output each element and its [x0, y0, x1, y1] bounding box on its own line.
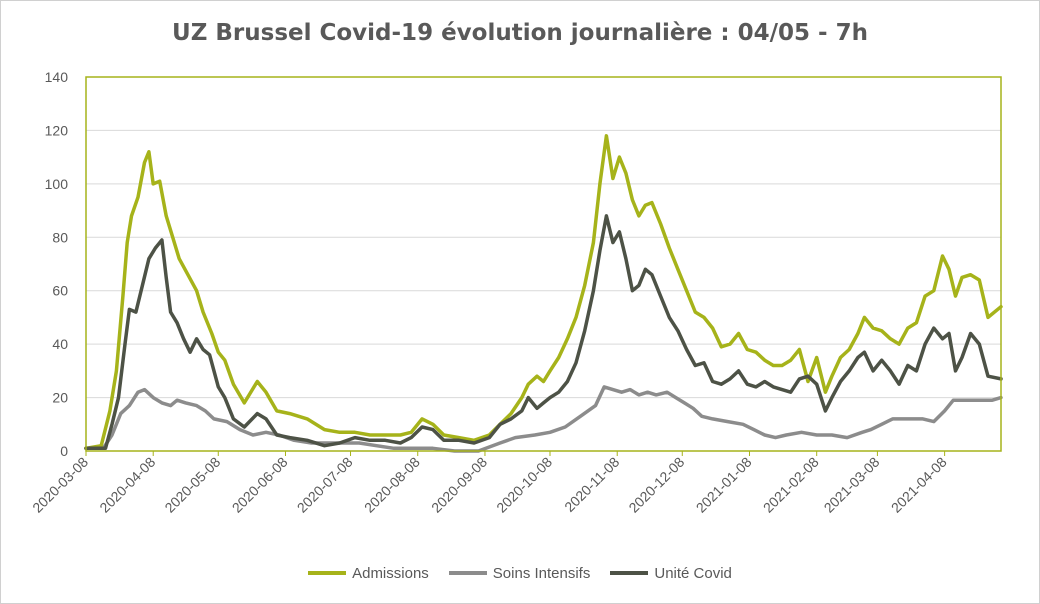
x-tick-label: 2020-11-08	[561, 454, 622, 515]
legend-label: Unité Covid	[654, 564, 732, 582]
y-tick-label: 60	[52, 283, 68, 299]
series-line-unite-covid	[84, 214, 1003, 451]
x-tick-label: 2021-04-08	[888, 454, 950, 516]
y-tick-label: 140	[45, 69, 69, 85]
x-tick-label: 2020-08-08	[361, 454, 423, 516]
legend-label: Admissions	[352, 564, 429, 582]
legend-swatch	[610, 571, 649, 575]
x-tick-label: 2020-10-08	[493, 454, 555, 516]
series-line-admissions	[84, 134, 1003, 451]
series-lines	[84, 134, 1003, 453]
y-tick-label: 0	[60, 443, 68, 459]
gridlines	[86, 76, 1001, 452]
legend: Admissions Soins Intensifs Unité Covid	[0, 562, 1040, 582]
x-tick-label: 2020-05-08	[161, 454, 223, 516]
chart-title: UZ Brussel Covid-19 évolution journalièr…	[172, 20, 868, 46]
x-tick-label: 2021-01-08	[693, 454, 755, 516]
x-tick-label: 2021-02-08	[760, 454, 822, 516]
legend-item: Soins Intensifs	[448, 564, 591, 582]
x-tick-label: 2021-03-08	[821, 454, 883, 516]
legend-item: Admissions	[308, 565, 429, 582]
legend-swatch	[308, 571, 347, 575]
x-tick-label: 2020-04-08	[96, 454, 158, 516]
x-tick-label: 2020-07-08	[294, 454, 356, 516]
y-tick-label: 20	[52, 390, 68, 406]
y-tick-label: 80	[52, 229, 68, 245]
legend-item: Unité Covid	[610, 565, 732, 582]
y-tick-label: 100	[45, 176, 69, 192]
x-tick-label: 2020-09-08	[428, 454, 490, 516]
x-axis-ticks: 2020-03-08 2020-04-08 2020-05-08 2020-06-08…	[29, 451, 950, 516]
x-tick-label: 2020-03-08	[29, 454, 91, 516]
y-tick-label: 120	[45, 122, 69, 138]
plot-area-border	[85, 76, 1002, 452]
legend-label: Soins Intensifs	[492, 564, 591, 582]
series-line-soins-intensifs	[84, 385, 1003, 453]
legend-swatch	[448, 571, 487, 575]
y-tick-label: 40	[52, 336, 68, 352]
x-tick-label: 2020-12-08	[625, 454, 687, 516]
x-tick-label: 2020-06-08	[229, 454, 291, 516]
y-axis-ticks: 0 20 40 60 80 100 120 140	[45, 69, 69, 459]
